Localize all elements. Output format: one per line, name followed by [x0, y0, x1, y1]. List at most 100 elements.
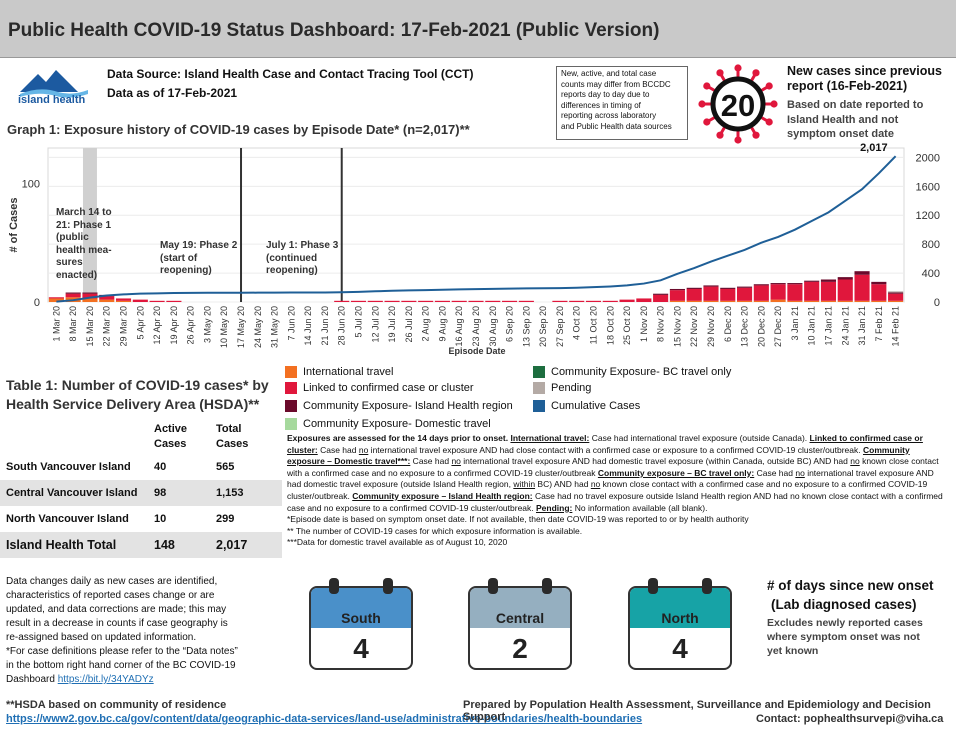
bar-segment	[837, 279, 853, 301]
bar-segment	[804, 281, 820, 301]
hsda-name: South Vancouver Island	[6, 461, 131, 473]
phase-2-line: May 19: Phase 2	[160, 240, 238, 251]
bar-segment	[82, 298, 98, 302]
new-cases-heading: New cases since previous report (16-Feb-…	[787, 64, 952, 94]
legend-swatch	[285, 418, 297, 430]
x-tick-label: 17 May 20	[236, 306, 246, 348]
hsda-name: Central Vancouver Island	[0, 480, 148, 506]
bc-dashboard-link[interactable]: https://bit.ly/34YADYz	[57, 674, 154, 685]
new-cases-sub-line: symptom onset date	[787, 128, 894, 140]
def-text: international travel exposure AND had do…	[460, 456, 851, 467]
legend-swatch	[285, 400, 297, 412]
calendar-central: Central 2	[468, 578, 572, 670]
data-source: Data Source: Island Health Case and Cont…	[107, 67, 474, 81]
bar-segment	[619, 299, 635, 302]
total-cases: 565	[216, 461, 235, 473]
bar-segment	[418, 300, 434, 302]
bar-segment	[686, 288, 702, 301]
bar-segment	[837, 300, 853, 302]
bar-segment	[653, 293, 669, 295]
bar-segment	[888, 291, 904, 293]
bar-segment	[602, 300, 618, 302]
virus-spike-tip	[734, 136, 742, 144]
legend-swatch	[285, 382, 297, 394]
virus-spike-tip	[765, 118, 773, 126]
x-tick-label: 29 Nov 20	[706, 306, 716, 347]
bar-segment	[82, 292, 98, 294]
calendar-ring-icon	[329, 578, 339, 594]
hsda-name: North Vancouver Island	[6, 513, 129, 525]
def-text: known close contact with a confirmed cas…	[287, 456, 939, 478]
table-total-row: Island Health Total 148 2,017	[0, 532, 282, 558]
x-tick-label: 2 Aug 20	[421, 306, 431, 342]
def-heading: Community exposure – Domestic travel***:	[287, 444, 910, 467]
y-left-tick-label: 100	[22, 179, 40, 191]
virus-icon: 20	[698, 64, 778, 144]
cumulative-cases-line	[56, 155, 897, 303]
x-tick-label: 28 Jun 20	[337, 306, 347, 346]
x-tick-label: 14 Feb 21	[891, 306, 901, 347]
note-line: updated, and data corrections are made; …	[6, 604, 227, 615]
calendar-label: Central	[495, 610, 545, 626]
calendar-body: South 4	[309, 586, 413, 670]
def-intro: Exposures are assessed for the 14 days p…	[287, 433, 511, 443]
calendar-band: South	[311, 588, 411, 628]
bar-segment	[770, 284, 786, 300]
bar-segment	[518, 300, 534, 302]
active-cases: 10	[154, 513, 167, 525]
bar-segment	[65, 293, 81, 298]
new-cases-heading-line: New cases since previous	[787, 64, 942, 78]
x-tick-label: 3 May 20	[202, 306, 212, 343]
note-line: and Public Health data sources	[561, 121, 672, 131]
note-line: in the bottom right hand corner of the B…	[6, 660, 236, 671]
legend-label: International travel	[303, 366, 394, 378]
total-cases: 1,153	[210, 480, 282, 506]
bar-segment	[703, 285, 719, 287]
note-line: *For case definitions please refer to th…	[6, 646, 238, 657]
new-cases-count: 20	[721, 88, 755, 123]
header-line: Active	[154, 423, 188, 435]
def-emph: no	[850, 456, 860, 467]
legend-label: Pending	[551, 382, 592, 394]
bar-segment	[48, 298, 64, 302]
bar-segment	[350, 300, 367, 302]
virus-spike-tip	[770, 100, 778, 108]
x-tick-label: 6 Dec 20	[723, 306, 733, 342]
bar-segment	[703, 300, 719, 302]
x-tick-label: 29 Mar 20	[119, 306, 129, 347]
bar-segment	[434, 300, 450, 302]
bar-segment	[485, 300, 501, 302]
days-since-onset-subtext: Excludes newly reported cases where symp…	[767, 616, 952, 658]
phase-2-annotation: May 19: Phase 2 (start of reopening)	[160, 240, 250, 278]
def-emph: no	[451, 456, 461, 467]
data-change-notes: Data changes daily as new cases are iden…	[6, 575, 281, 687]
note-line: Data changes daily as new cases are iden…	[6, 576, 218, 587]
bar-segment	[669, 300, 685, 302]
bar-segment	[166, 300, 182, 302]
new-cases-heading-line: report (16-Feb-2021)	[787, 79, 908, 93]
active-cases: 98	[148, 480, 210, 506]
new-cases-sub-line: Based on date reported to	[787, 99, 924, 111]
bar-segment	[720, 300, 736, 302]
bar-segment	[888, 300, 904, 302]
bar-segment	[703, 286, 719, 301]
bar-segment	[115, 300, 132, 302]
virus-spike-tip	[734, 64, 742, 72]
x-tick-label: 26 Jul 20	[404, 306, 414, 343]
health-boundaries-link[interactable]: https://www2.gov.bc.ca/gov/content/data/…	[6, 713, 643, 725]
bar-segment	[854, 271, 870, 275]
bar-segment	[854, 300, 870, 302]
phase-1-line: health mea-	[56, 244, 112, 256]
def-emph: no	[590, 479, 601, 490]
def-heading: Community exposure – BC travel only:	[597, 467, 755, 478]
footnote-3: ***Data for domestic travel available as…	[287, 537, 508, 548]
x-tick-label: 1 Mar 20	[51, 306, 61, 342]
bar-segment	[720, 288, 736, 301]
def-text: Case had international travel exposure (…	[589, 433, 810, 443]
y-axis-label: # of Cases	[8, 197, 20, 252]
table-header-row: Active Cases Total Cases	[0, 420, 282, 454]
calendar-label: South	[341, 610, 381, 626]
x-tick-label: 31 Jan 21	[857, 306, 867, 346]
bar-segment	[736, 286, 753, 288]
table-row: Central Vancouver Island 98 1,153	[0, 480, 282, 506]
